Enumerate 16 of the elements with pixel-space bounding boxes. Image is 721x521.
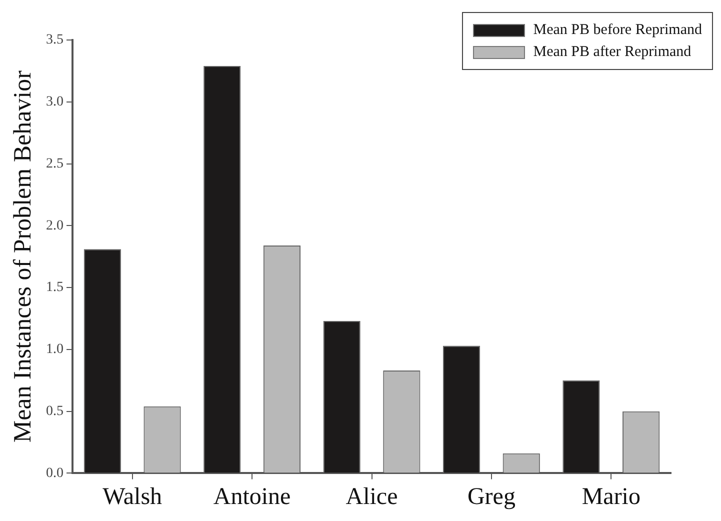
- y-tick-label: 1.5: [46, 280, 64, 296]
- y-tick-label: 2.5: [46, 156, 64, 172]
- x-tick-label: Alice: [346, 484, 398, 510]
- y-tick-label: 3.0: [46, 94, 64, 110]
- y-axis-title: Mean Instances of Problem Behavior: [10, 70, 37, 443]
- y-tick-label: 2.0: [46, 218, 64, 234]
- y-tick-label: 3.5: [46, 32, 64, 48]
- y-tick-label: 0.5: [46, 404, 64, 419]
- legend-label: Mean PB after Reprimand: [533, 43, 692, 62]
- x-tick-label: Mario: [582, 484, 640, 510]
- y-tick-label: 1.0: [46, 342, 64, 358]
- x-tick-label: Antoine: [213, 484, 291, 510]
- x-tick-label: Greg: [467, 484, 516, 510]
- x-tick-label: Walsh: [102, 484, 162, 510]
- y-tick-label: 0.0: [46, 466, 64, 481]
- legend-label: Mean PB before Reprimand: [533, 21, 702, 40]
